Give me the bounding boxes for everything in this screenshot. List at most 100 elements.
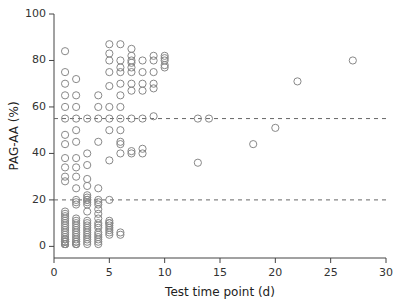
point — [272, 124, 279, 131]
point — [106, 57, 113, 64]
point — [84, 182, 91, 189]
y-tick-label: 20 — [32, 193, 46, 206]
x-tick-label: 25 — [324, 266, 338, 279]
point — [117, 150, 124, 157]
point — [95, 138, 102, 145]
x-tick — [109, 258, 110, 263]
point — [61, 48, 68, 55]
y-tick — [49, 199, 54, 200]
point — [61, 115, 68, 122]
x-tick-label: 0 — [51, 266, 58, 279]
point — [106, 127, 113, 134]
y-tick-label: 40 — [32, 146, 46, 159]
point — [349, 57, 356, 64]
x-tick — [54, 258, 55, 263]
point — [150, 52, 157, 59]
point — [61, 173, 68, 180]
x-tick — [275, 258, 276, 263]
point — [117, 229, 124, 236]
chart: 020406080100051015202530Test time point … — [0, 0, 400, 304]
point — [106, 103, 113, 110]
point — [139, 87, 146, 94]
point — [106, 196, 113, 203]
reference-line — [54, 118, 386, 119]
point — [95, 103, 102, 110]
point — [161, 52, 168, 59]
point — [73, 115, 80, 122]
point — [106, 68, 113, 75]
point — [106, 217, 113, 224]
y-tick — [49, 106, 54, 107]
point — [84, 115, 91, 122]
point — [95, 196, 102, 203]
x-tick-label: 20 — [268, 266, 282, 279]
x-axis-label: Test time point (d) — [164, 285, 275, 299]
point — [117, 64, 124, 71]
x-tick-label: 30 — [379, 266, 393, 279]
point — [73, 164, 80, 171]
point — [139, 68, 146, 75]
point — [117, 92, 124, 99]
point — [117, 80, 124, 87]
point — [128, 45, 135, 52]
x-tick-label: 15 — [213, 266, 227, 279]
x-axis: 051015202530 — [51, 258, 394, 279]
point — [61, 131, 68, 138]
x-tick-label: 5 — [106, 266, 113, 279]
point — [194, 115, 201, 122]
point — [61, 80, 68, 87]
point — [117, 138, 124, 145]
point — [106, 50, 113, 57]
point — [61, 103, 68, 110]
point — [294, 78, 301, 85]
point — [250, 141, 257, 148]
point — [117, 127, 124, 134]
point — [84, 217, 91, 224]
x-tick — [330, 258, 331, 263]
point — [73, 103, 80, 110]
point — [73, 138, 80, 145]
point — [139, 145, 146, 152]
point — [84, 150, 91, 157]
y-tick — [49, 14, 54, 15]
point — [73, 215, 80, 222]
y-tick-label: 0 — [39, 239, 46, 252]
point — [61, 92, 68, 99]
y-tick — [49, 153, 54, 154]
point — [95, 185, 102, 192]
point — [61, 68, 68, 75]
point — [194, 159, 201, 166]
point — [95, 115, 102, 122]
x-axis-line — [54, 258, 386, 259]
point — [73, 173, 80, 180]
point — [84, 192, 91, 199]
y-tick — [49, 60, 54, 61]
point — [150, 80, 157, 87]
point — [117, 115, 124, 122]
x-tick — [164, 258, 165, 263]
y-axis-label: PAG-AA (%) — [7, 101, 21, 170]
point — [106, 82, 113, 89]
point — [61, 141, 68, 148]
point — [139, 115, 146, 122]
x-tick — [220, 258, 221, 263]
y-axis-line — [54, 14, 55, 258]
y-tick-label: 100 — [25, 7, 46, 20]
point — [117, 57, 124, 64]
point — [139, 80, 146, 87]
point — [73, 154, 80, 161]
point — [73, 75, 80, 82]
point — [205, 115, 212, 122]
y-tick-label: 60 — [32, 100, 46, 113]
x-tick — [386, 258, 387, 263]
point — [128, 115, 135, 122]
point — [128, 52, 135, 59]
point — [128, 80, 135, 87]
point — [61, 154, 68, 161]
point — [150, 68, 157, 75]
point — [150, 113, 157, 120]
point — [117, 41, 124, 48]
point — [84, 175, 91, 182]
point — [128, 148, 135, 155]
point — [73, 127, 80, 134]
